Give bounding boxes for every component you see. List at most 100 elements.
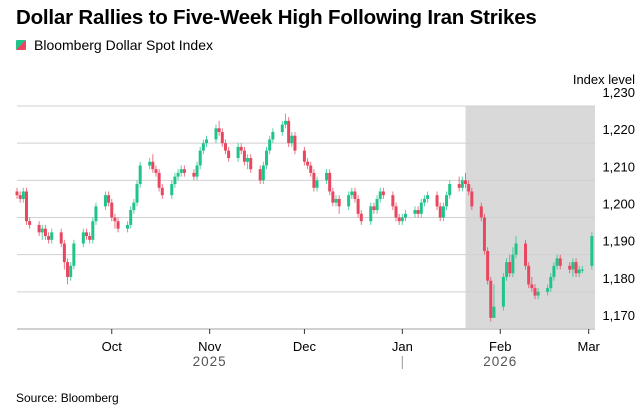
candle-body (378, 191, 382, 199)
candle-body (15, 191, 19, 196)
candle-body (47, 236, 51, 240)
x-tick-label: Jan (392, 339, 413, 354)
candle-body (214, 128, 218, 140)
candle-body (470, 191, 474, 207)
candle-body (549, 276, 553, 289)
candle-body (337, 198, 341, 207)
candle-body (527, 265, 531, 285)
candle-body (198, 150, 202, 166)
candle-body (236, 146, 240, 159)
candle-body (176, 172, 180, 177)
y-tick-label: 1,220 (602, 122, 635, 137)
candle-body (21, 191, 25, 199)
candle-body (132, 202, 136, 211)
candle-body (223, 143, 227, 151)
candle-body (242, 150, 246, 162)
candle-body (375, 198, 379, 211)
candle-body (195, 165, 199, 177)
candle-body (306, 161, 310, 166)
candle-body (580, 269, 584, 271)
candle-body (302, 150, 306, 162)
candle-body (261, 165, 265, 181)
year-label: 2025 (193, 354, 227, 369)
candle-body (438, 206, 442, 218)
candle-body (24, 191, 28, 222)
candle-body (422, 198, 426, 203)
candle-body (205, 139, 209, 144)
candle-body (37, 224, 41, 233)
y-tick-label: 1,180 (602, 271, 635, 286)
candle-body (552, 265, 556, 277)
candle-body (129, 210, 133, 225)
y-tick-label: 1,170 (602, 308, 635, 323)
candle-body (72, 243, 76, 266)
candle-body (173, 176, 177, 185)
candle-body (353, 191, 357, 199)
candle-body (151, 161, 155, 170)
x-tick-label: Mar (577, 339, 600, 354)
y-tick-label: 1,200 (602, 197, 635, 212)
candle-body (397, 217, 401, 222)
candle-body (482, 217, 486, 251)
candle-body (154, 169, 158, 173)
candle-body (413, 210, 417, 214)
candle-body (43, 228, 47, 237)
candle-body (148, 161, 152, 166)
candle-body (486, 250, 490, 281)
candle-body (271, 132, 275, 140)
candle-body (28, 221, 32, 225)
candle-body (239, 146, 243, 151)
x-tick-label: Oct (102, 339, 123, 354)
candle-body (201, 143, 205, 151)
candle-body (441, 206, 445, 218)
candle-body (325, 172, 329, 181)
candle-body (62, 243, 66, 263)
candle-body (492, 306, 496, 318)
candle-body (126, 224, 130, 229)
candle-body (258, 169, 262, 181)
candle-body (558, 258, 562, 266)
candle-body (457, 184, 461, 188)
candle-body (81, 232, 85, 244)
candle-body (220, 132, 224, 144)
year-label: 2026 (483, 354, 517, 369)
candle-body (590, 236, 594, 266)
candle-body (479, 206, 483, 218)
candle-body (249, 158, 253, 170)
candle-body (359, 213, 363, 222)
y-tick-label: 1,230 (602, 85, 635, 100)
candle-body (91, 221, 95, 240)
candle-body (419, 202, 423, 214)
candle-body (138, 165, 142, 185)
candle-body (50, 232, 54, 240)
candle-body (66, 262, 70, 277)
candle-body (524, 243, 528, 266)
candle-body (460, 180, 464, 188)
candle-body (356, 198, 360, 214)
candle-body (246, 158, 250, 162)
candle-body (69, 265, 73, 277)
candle-body (160, 187, 164, 196)
candle-body (59, 232, 63, 244)
candle-body (113, 217, 117, 222)
candle-body (309, 165, 313, 173)
candle-body (403, 213, 407, 218)
candle-body (217, 128, 221, 133)
candle-body (489, 280, 493, 318)
candle-body (445, 195, 449, 207)
candle-body (103, 195, 107, 207)
candle-body (268, 139, 272, 151)
candle-body (110, 202, 114, 218)
legend: Bloomberg Dollar Spot Index (16, 37, 213, 53)
candle-body (501, 276, 505, 307)
candle-body (435, 195, 439, 207)
candle-body (116, 221, 120, 229)
candle-body (350, 191, 354, 196)
candle-body (40, 228, 44, 233)
candle-body (170, 184, 174, 196)
candle-body (381, 191, 385, 196)
candle-body (328, 172, 332, 192)
candle-body (94, 206, 98, 222)
candle-body (505, 262, 509, 277)
candle-body (182, 169, 186, 173)
